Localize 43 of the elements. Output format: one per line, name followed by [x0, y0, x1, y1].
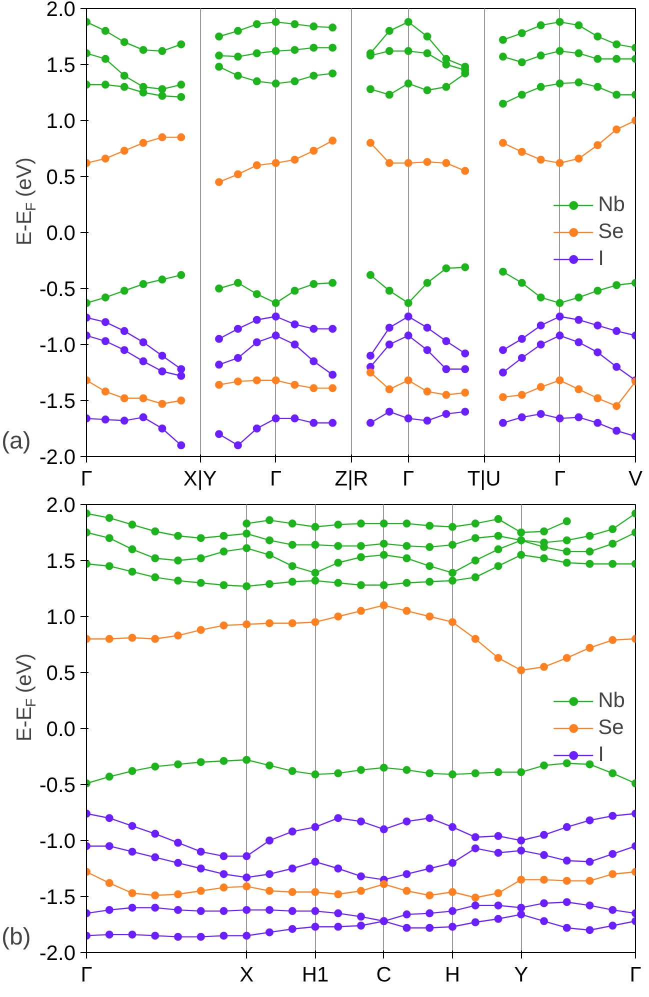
- x-tick-label: T|U: [467, 468, 501, 490]
- y-tick-label: 1.5: [46, 54, 76, 77]
- y-tick-label: -0.5: [39, 774, 76, 797]
- x-tick-label: Γ: [630, 964, 642, 986]
- legend-label: Se: [598, 220, 624, 244]
- y-tick-label: 0.5: [46, 166, 76, 189]
- y-tick-label: -2.0: [39, 446, 76, 469]
- text: (b): [2, 924, 31, 950]
- y-tick-label: 0.0: [46, 222, 76, 245]
- x-tick-label: C: [376, 964, 392, 986]
- legend-label: I: [598, 743, 605, 767]
- x-tick-label: V: [628, 468, 643, 490]
- x-tick-label: Γ: [80, 964, 92, 986]
- x-tick-label: Γ: [402, 468, 414, 490]
- x-tick-label: Γ: [270, 468, 282, 490]
- x-tick-label: Γ: [80, 468, 92, 490]
- x-tick-label: H: [444, 964, 460, 986]
- legend-label: Nb: [598, 193, 625, 217]
- y-axis-title: E-EF (eV): [13, 157, 38, 246]
- x-tick-label: X|Y: [183, 468, 217, 490]
- y-tick-label: -1.5: [39, 886, 76, 909]
- legend-label: I: [598, 247, 605, 271]
- y-tick-label: -1.0: [39, 334, 76, 357]
- y-tick-label: -2.0: [39, 942, 76, 965]
- x-tick-label: X: [240, 964, 254, 986]
- y-tick-label: 1.0: [46, 110, 76, 133]
- x-tick-label: Γ: [554, 468, 566, 490]
- y-tick-label: 0.0: [46, 718, 76, 741]
- y-tick-label: 2.0: [46, 0, 76, 21]
- y-tick-label: -1.0: [39, 830, 76, 853]
- x-tick-label: H1: [302, 964, 329, 986]
- y-tick-label: 1.5: [46, 550, 76, 573]
- text: (a): [2, 428, 31, 454]
- legend-label: Nb: [598, 689, 625, 713]
- y-tick-label: -0.5: [39, 278, 76, 301]
- y-tick-label: 0.5: [46, 662, 76, 685]
- y-tick-label: 1.0: [46, 606, 76, 629]
- y-tick-label: 2.0: [46, 494, 76, 517]
- x-tick-label: Y: [514, 964, 528, 986]
- x-tick-label: Z|R: [334, 468, 368, 490]
- legend-label: Se: [598, 716, 624, 740]
- y-axis-title: E-EF (eV): [13, 653, 38, 742]
- y-tick-label: -1.5: [39, 390, 76, 413]
